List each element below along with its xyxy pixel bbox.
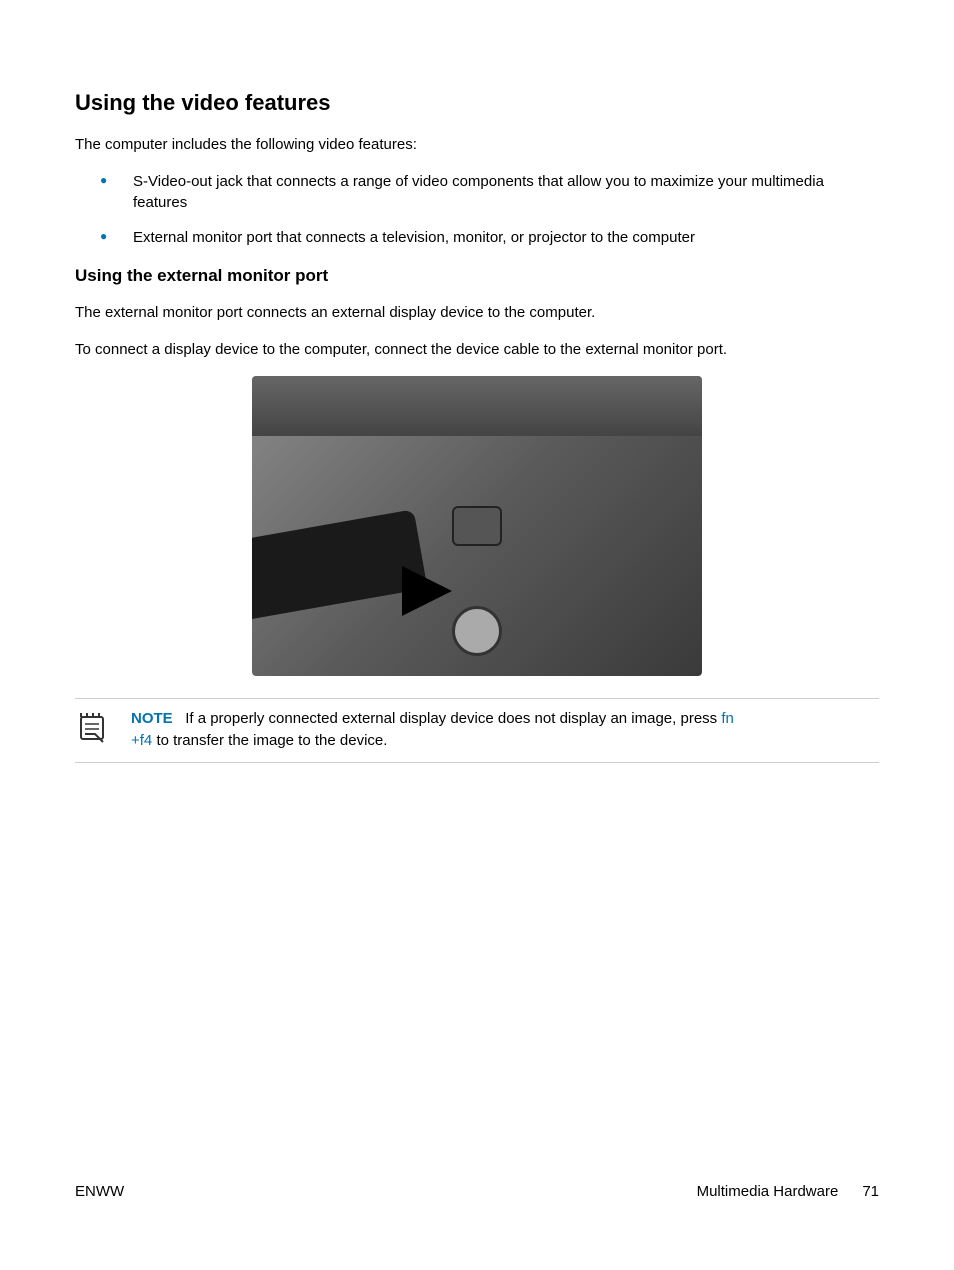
key-f4: +f4 [131,732,152,749]
external-instruction-paragraph: To connect a display device to the compu… [75,339,879,360]
feature-list: S-Video-out jack that connects a range o… [75,171,879,248]
footer-right: Multimedia Hardware 71 [697,1183,879,1200]
note-label: NOTE [131,710,173,727]
page-number: 71 [862,1183,879,1200]
external-intro-paragraph: The external monitor port connects an ex… [75,302,879,323]
laptop-port-illustration [252,376,702,676]
footer-left: ENWW [75,1183,124,1200]
arrow-shape [402,566,452,616]
sub-heading: Using the external monitor port [75,266,879,286]
footer-section: Multimedia Hardware [697,1183,839,1200]
port-shape [452,506,502,546]
list-item: S-Video-out jack that connects a range o… [75,171,879,213]
main-heading: Using the video features [75,90,879,116]
note-text-before: If a properly connected external display… [185,710,721,727]
key-fn: fn [721,710,734,727]
intro-paragraph: The computer includes the following vide… [75,134,879,155]
note-block: NOTE If a properly connected external di… [75,698,879,763]
note-text: NOTE If a properly connected external di… [131,707,879,752]
page-footer: ENWW Multimedia Hardware 71 [75,1183,879,1200]
note-text-after: to transfer the image to the device. [152,732,387,749]
list-item: External monitor port that connects a te… [75,227,879,248]
note-icon [75,709,111,745]
